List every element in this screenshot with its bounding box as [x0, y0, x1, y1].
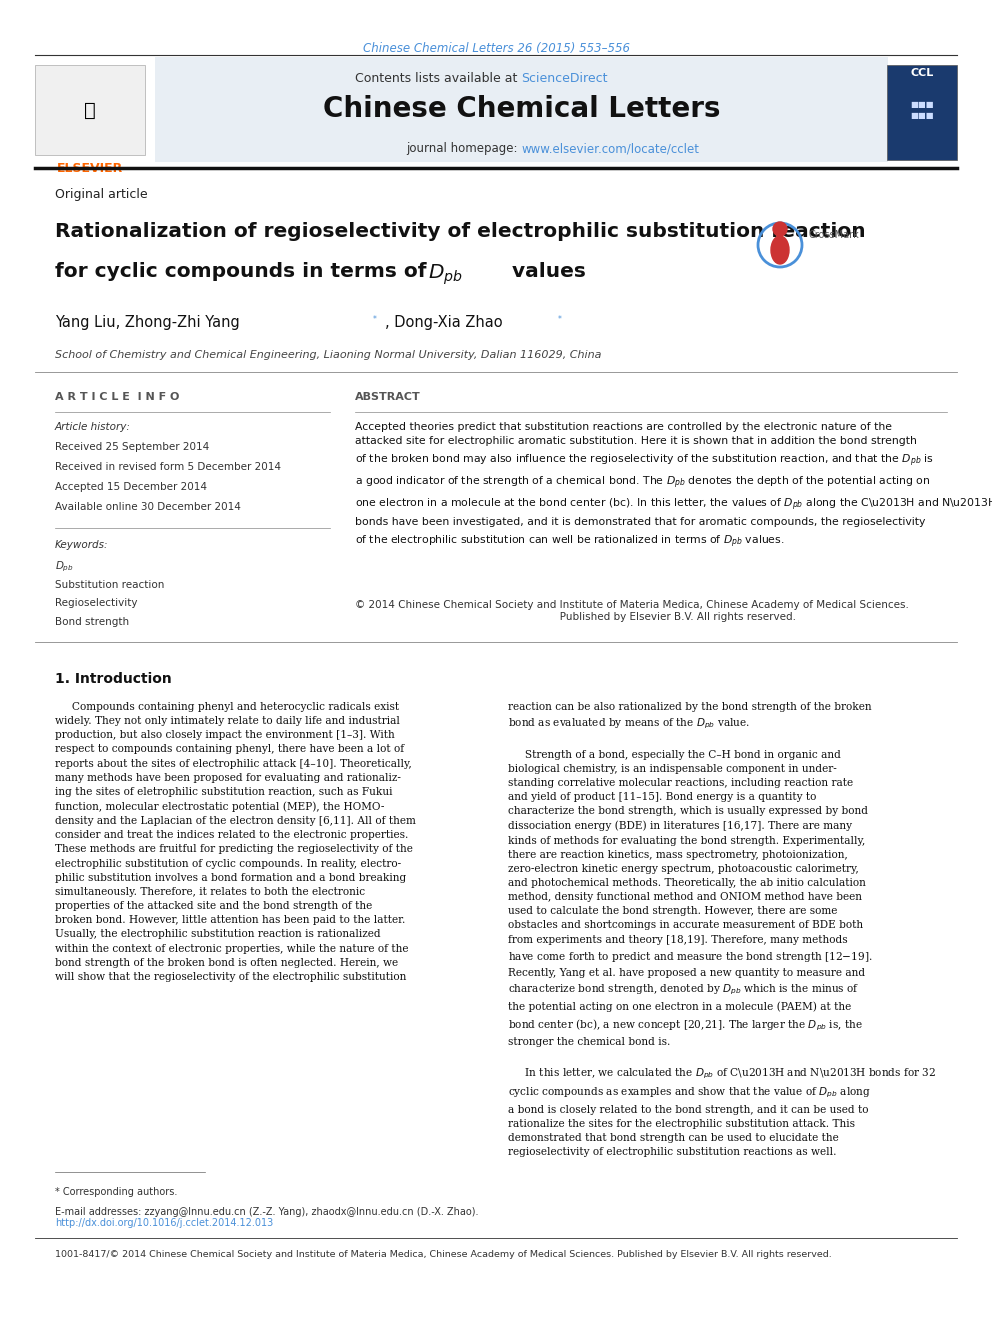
Text: CrossMark: CrossMark: [808, 230, 859, 239]
Text: Accepted 15 December 2014: Accepted 15 December 2014: [55, 482, 207, 492]
Text: $D_{pb}$: $D_{pb}$: [55, 560, 73, 574]
Text: 1001-8417/© 2014 Chinese Chemical Society and Institute of Materia Medica, Chine: 1001-8417/© 2014 Chinese Chemical Societ…: [55, 1250, 831, 1259]
Text: Substitution reaction: Substitution reaction: [55, 579, 165, 590]
Text: * Corresponding authors.: * Corresponding authors.: [55, 1187, 178, 1197]
Text: http://dx.doi.org/10.1016/j.cclet.2014.12.013: http://dx.doi.org/10.1016/j.cclet.2014.1…: [55, 1218, 273, 1228]
Text: ■■■
■■■: ■■■ ■■■: [911, 101, 933, 119]
Text: 🌳: 🌳: [84, 101, 96, 119]
Text: Compounds containing phenyl and heterocyclic radicals exist
widely. They not onl: Compounds containing phenyl and heterocy…: [55, 703, 416, 982]
Text: Rationalization of regioselectivity of electrophilic substitution reaction: Rationalization of regioselectivity of e…: [55, 222, 866, 241]
Text: A R T I C L E  I N F O: A R T I C L E I N F O: [55, 392, 180, 402]
Text: ABSTRACT: ABSTRACT: [355, 392, 421, 402]
Text: E-mail addresses: zzyang@lnnu.edu.cn (Z.-Z. Yang), zhaodx@lnnu.edu.cn (D.-X. Zha: E-mail addresses: zzyang@lnnu.edu.cn (Z.…: [55, 1207, 478, 1217]
Ellipse shape: [771, 235, 789, 265]
Text: $^{*}$: $^{*}$: [557, 315, 562, 325]
Text: Original article: Original article: [55, 188, 148, 201]
Text: Accepted theories predict that substitution reactions are controlled by the elec: Accepted theories predict that substitut…: [355, 422, 992, 550]
Text: $\mathit{D}_{pb}$: $\mathit{D}_{pb}$: [428, 262, 462, 287]
Text: journal homepage:: journal homepage:: [407, 142, 522, 155]
Text: Chinese Chemical Letters: Chinese Chemical Letters: [322, 95, 720, 123]
Text: Keywords:: Keywords:: [55, 540, 108, 550]
Text: values: values: [505, 262, 586, 280]
FancyBboxPatch shape: [155, 57, 888, 161]
Text: CCL: CCL: [911, 67, 933, 78]
Circle shape: [773, 222, 787, 235]
Text: Contents lists available at: Contents lists available at: [355, 71, 522, 85]
Text: Yang Liu, Zhong-Zhi Yang: Yang Liu, Zhong-Zhi Yang: [55, 315, 240, 329]
Text: © 2014 Chinese Chemical Society and Institute of Materia Medica, Chinese Academy: © 2014 Chinese Chemical Society and Inst…: [355, 601, 909, 622]
Text: $^{*}$: $^{*}$: [372, 315, 378, 325]
Text: , Dong-Xia Zhao: , Dong-Xia Zhao: [385, 315, 503, 329]
Text: Bond strength: Bond strength: [55, 617, 129, 627]
Text: Article history:: Article history:: [55, 422, 131, 433]
Text: www.elsevier.com/locate/cclet: www.elsevier.com/locate/cclet: [522, 142, 699, 155]
Bar: [35, 65, 145, 155]
Text: Available online 30 December 2014: Available online 30 December 2014: [55, 501, 241, 512]
Text: School of Chemistry and Chemical Engineering, Liaoning Normal University, Dalian: School of Chemistry and Chemical Enginee…: [55, 351, 601, 360]
Text: ELSEVIER: ELSEVIER: [57, 161, 123, 175]
Text: reaction can be also rationalized by the bond strength of the broken
bond as eva: reaction can be also rationalized by the…: [508, 703, 936, 1158]
Text: Regioselectivity: Regioselectivity: [55, 598, 138, 609]
Text: for cyclic compounds in terms of: for cyclic compounds in terms of: [55, 262, 434, 280]
Text: 1. Introduction: 1. Introduction: [55, 672, 172, 687]
Text: Received in revised form 5 December 2014: Received in revised form 5 December 2014: [55, 462, 281, 472]
Text: Received 25 September 2014: Received 25 September 2014: [55, 442, 209, 452]
Text: ScienceDirect: ScienceDirect: [522, 71, 608, 85]
Bar: [887, 65, 957, 160]
Text: Chinese Chemical Letters 26 (2015) 553–556: Chinese Chemical Letters 26 (2015) 553–5…: [362, 42, 630, 56]
